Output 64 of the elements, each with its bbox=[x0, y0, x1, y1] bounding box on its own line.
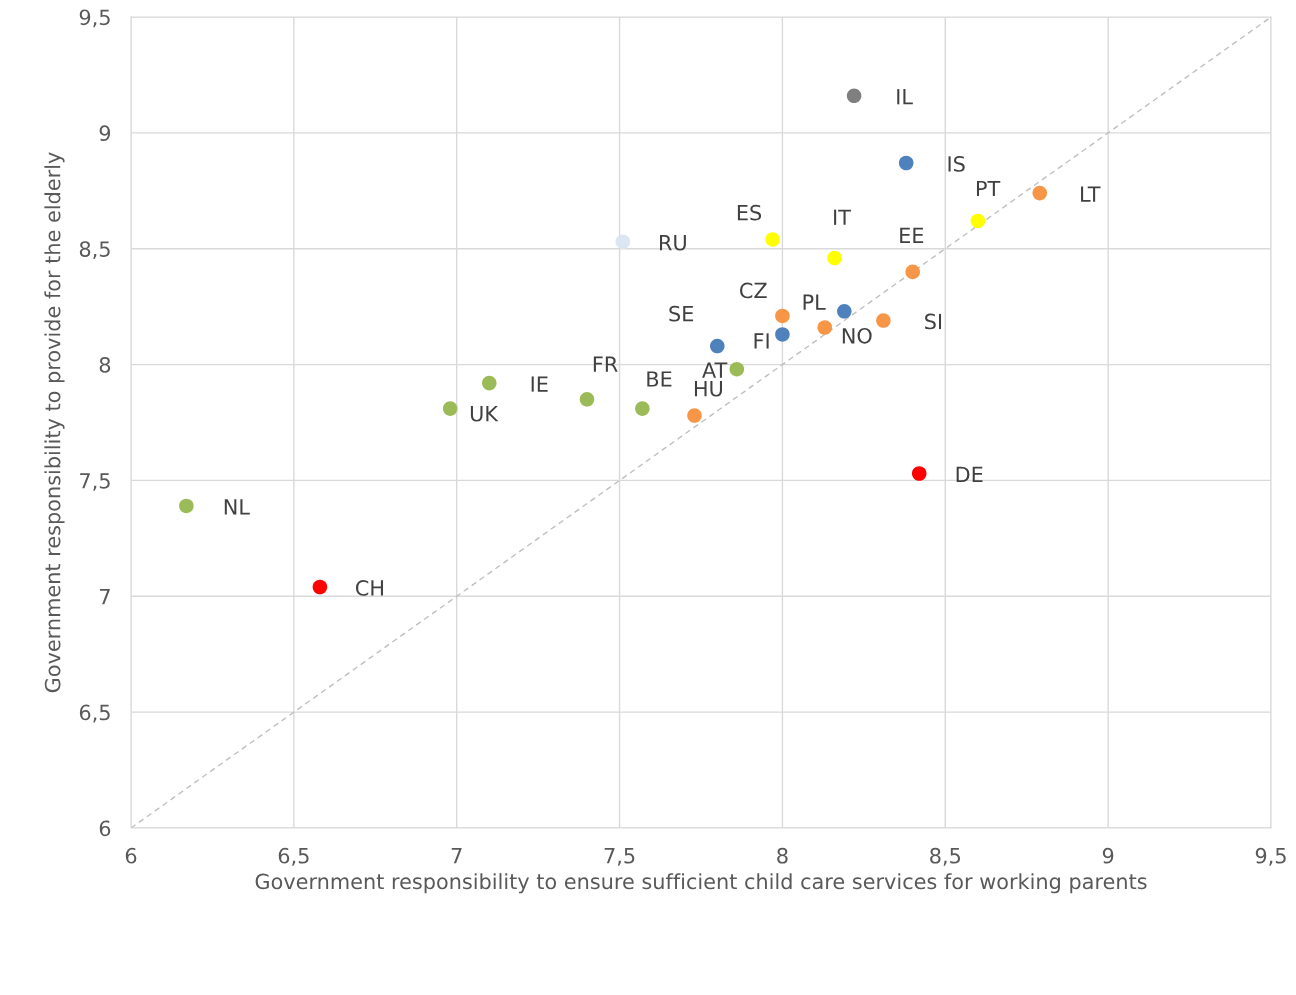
point bbox=[775, 308, 790, 324]
point bbox=[179, 498, 194, 514]
y-tick-label: 8,5 bbox=[79, 241, 110, 260]
series-label: ES bbox=[737, 204, 762, 221]
series-label: LT bbox=[1081, 186, 1101, 202]
y-tick-label: 9 bbox=[99, 125, 111, 142]
point bbox=[817, 320, 833, 335]
point bbox=[846, 88, 862, 104]
y-tick-label: 6 bbox=[99, 820, 111, 837]
y-tick-label: 9,5 bbox=[79, 9, 110, 28]
point bbox=[687, 408, 702, 423]
point bbox=[482, 375, 497, 391]
series-label: CZ bbox=[740, 282, 767, 299]
y-tick-label: 8 bbox=[99, 357, 111, 373]
x-tick-label: 7,5 bbox=[604, 848, 635, 866]
point bbox=[827, 250, 842, 266]
series-label: CH bbox=[355, 580, 383, 596]
x-tick-label: 9,5 bbox=[1255, 847, 1286, 866]
point bbox=[775, 327, 790, 342]
series-label: SE bbox=[669, 305, 694, 322]
series-label: UK bbox=[470, 406, 499, 422]
point bbox=[635, 401, 650, 416]
series-label: NL bbox=[224, 499, 250, 515]
series-label: HU bbox=[694, 381, 723, 397]
point bbox=[898, 155, 914, 171]
series-label: SI bbox=[925, 313, 942, 330]
point bbox=[765, 232, 780, 247]
point bbox=[911, 466, 927, 481]
series-label: EE bbox=[900, 227, 924, 243]
series-label: IL bbox=[897, 89, 913, 105]
point bbox=[1032, 185, 1048, 201]
point bbox=[729, 361, 745, 377]
series-label: IT bbox=[834, 209, 851, 225]
point bbox=[905, 264, 920, 280]
series-label: PL bbox=[803, 294, 826, 310]
y-tick-label: 6,5 bbox=[79, 704, 110, 723]
series-label: FR bbox=[593, 356, 618, 372]
series-label: DE bbox=[956, 466, 983, 482]
point bbox=[579, 392, 595, 407]
series-label: IS bbox=[948, 156, 965, 172]
point bbox=[837, 303, 852, 319]
series-label: RU bbox=[660, 235, 686, 251]
series-label: AT bbox=[702, 362, 728, 378]
x-tick-label: 8 bbox=[777, 847, 788, 864]
x-tick-label: 6,5 bbox=[278, 847, 309, 866]
y-tick-label: 7 bbox=[100, 589, 110, 605]
series-label: IE bbox=[531, 376, 548, 392]
x-tick-label: 6 bbox=[125, 847, 137, 864]
x-tick-label: 9 bbox=[1102, 847, 1114, 864]
x-axis-title: Government responsibility to ensure sufficient child care services for working parents bbox=[255, 873, 1147, 894]
point bbox=[876, 313, 891, 328]
series-label: BE bbox=[647, 371, 672, 387]
y-axis-title: Government responsibility to provide for the elderly bbox=[44, 152, 65, 693]
point bbox=[710, 338, 725, 354]
x-tick-label: 7 bbox=[451, 848, 462, 864]
series-label: FI bbox=[754, 333, 769, 349]
point bbox=[312, 579, 328, 595]
x-tick-label: 8,5 bbox=[930, 847, 961, 866]
series-label: NO bbox=[842, 327, 872, 344]
y-tick-label: 7,5 bbox=[80, 473, 110, 491]
point bbox=[442, 401, 458, 416]
point bbox=[970, 213, 986, 229]
series-label: PT bbox=[976, 180, 1001, 197]
point bbox=[615, 234, 631, 250]
